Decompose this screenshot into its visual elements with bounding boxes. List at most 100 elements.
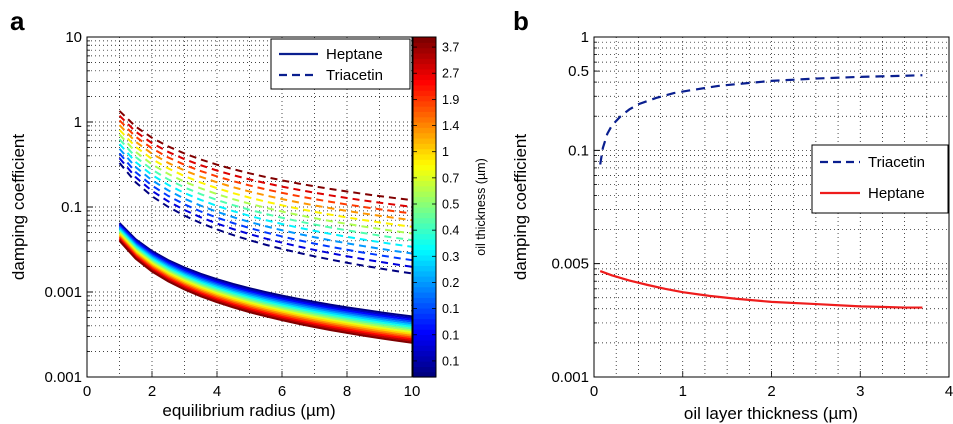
colorbar-strip bbox=[413, 217, 436, 224]
colorbar-tick-label: 1.9 bbox=[442, 93, 459, 107]
heptane-line bbox=[118, 232, 412, 334]
colorbar-tick-label: 1.4 bbox=[442, 119, 459, 133]
heptane-line bbox=[118, 225, 412, 323]
colorbar-strip bbox=[413, 52, 436, 59]
colorbar-strip bbox=[413, 244, 436, 251]
a-y-tick-label: 0.001 bbox=[44, 284, 82, 301]
colorbar-strip bbox=[413, 238, 436, 245]
triacetin-line bbox=[118, 138, 412, 242]
colorbar-strip bbox=[413, 212, 436, 219]
colorbar-strip bbox=[413, 100, 436, 107]
colorbar-strip bbox=[413, 175, 436, 182]
b-x-tick-label: 0 bbox=[590, 383, 598, 400]
colorbar-label: oil thickness (µm) bbox=[474, 158, 488, 256]
colorbar-strip bbox=[413, 350, 436, 357]
colorbar-strip bbox=[413, 297, 436, 304]
triacetin-line bbox=[118, 124, 412, 222]
panel-a: a 0 2 4 6 8 10 0.001 0.001 0.1 1 10 equilibrium ra… bbox=[9, 6, 488, 420]
colorbar-strip bbox=[413, 233, 436, 240]
heptane-line bbox=[118, 222, 412, 318]
colorbar-strip bbox=[413, 270, 436, 277]
b-x-tick-label: 4 bbox=[945, 383, 953, 400]
a-y-tick-label: 0.1 bbox=[61, 199, 82, 216]
legend-a-heptane-label: Heptane bbox=[326, 46, 383, 63]
x-axis-label-b: oil layer thickness (µm) bbox=[684, 404, 858, 423]
heptane-line bbox=[118, 224, 412, 321]
colorbar-strip bbox=[413, 159, 436, 166]
colorbar-strip bbox=[413, 281, 436, 288]
colorbar-strip bbox=[413, 148, 436, 155]
colorbar-tick-label: 0.3 bbox=[442, 250, 459, 264]
colorbar-strip bbox=[413, 143, 436, 150]
colorbar-strip bbox=[413, 37, 436, 43]
colorbar-gradient bbox=[413, 37, 436, 378]
y-axis-label-a: damping coefficient bbox=[9, 134, 28, 280]
triacetin-line bbox=[118, 148, 412, 255]
colorbar-tick-label: 0.7 bbox=[442, 171, 459, 185]
curves-a bbox=[118, 110, 412, 344]
heptane-line bbox=[118, 236, 412, 339]
colorbar-strip bbox=[413, 329, 436, 336]
a-y-tick-label: 0.001 bbox=[44, 369, 82, 386]
colorbar-strip bbox=[413, 228, 436, 235]
colorbar-strip bbox=[413, 116, 436, 123]
heptane-line bbox=[118, 238, 412, 343]
colorbar-strip bbox=[413, 47, 436, 54]
colorbar-strip bbox=[413, 137, 436, 144]
panel-b: b 0 1 2 3 4 0.001 0.005 0.1 0.5 1 oil layer thick… bbox=[511, 6, 953, 423]
colorbar-strip bbox=[413, 132, 436, 139]
triacetin-line bbox=[118, 114, 412, 208]
colorbar-strip bbox=[413, 169, 436, 176]
colorbar-tick-label: 0.5 bbox=[442, 198, 459, 212]
heptane-line bbox=[118, 229, 412, 328]
colorbar-strip bbox=[413, 307, 436, 314]
colorbar-tick-label: 0.1 bbox=[442, 354, 459, 368]
colorbar-ticks: 0.1 0.1 0.1 0.2 0.3 0.4 0.5 0.7 1 1.4 1.9 2.7 3.7 bbox=[413, 41, 459, 368]
heptane-line bbox=[118, 230, 412, 330]
colorbar-strip bbox=[413, 180, 436, 187]
b-y-tick-label: 0.001 bbox=[551, 369, 589, 386]
tick-labels-b: 0 1 2 3 4 0.001 0.005 0.1 0.5 1 bbox=[551, 29, 953, 400]
legend-b-triacetin-label: Triacetin bbox=[868, 154, 925, 171]
triacetin-line bbox=[118, 129, 412, 228]
a-x-tick-label: 2 bbox=[148, 383, 156, 400]
colorbar-strip bbox=[413, 292, 436, 298]
b-y-tick-label: 1 bbox=[581, 29, 589, 46]
colorbar-tick-label: 0.1 bbox=[442, 302, 459, 316]
colorbar-tick-label: 2.7 bbox=[442, 67, 459, 81]
heptane-series-line bbox=[599, 270, 923, 309]
colorbar-strip bbox=[413, 260, 436, 267]
colorbar-strip bbox=[413, 95, 436, 102]
panel-a-letter: a bbox=[10, 6, 25, 36]
legend-b: Triacetin Heptane bbox=[811, 144, 949, 214]
triacetin-line bbox=[118, 162, 412, 275]
colorbar-strip bbox=[413, 63, 436, 70]
a-x-tick-label: 10 bbox=[404, 383, 421, 400]
ticks-a bbox=[86, 36, 413, 378]
a-x-tick-label: 6 bbox=[278, 383, 286, 400]
colorbar-strip bbox=[413, 207, 436, 213]
triacetin-line bbox=[118, 143, 412, 248]
colorbar-strip bbox=[413, 196, 436, 203]
a-y-tick-label: 1 bbox=[74, 114, 82, 131]
heptane-line bbox=[118, 235, 412, 337]
heptane-line bbox=[118, 234, 412, 336]
legend-a: Heptane Triacetin bbox=[270, 38, 411, 90]
colorbar-strip bbox=[413, 68, 436, 75]
a-x-tick-label: 8 bbox=[343, 383, 351, 400]
grid-b bbox=[594, 37, 949, 377]
colorbar-strip bbox=[413, 111, 436, 118]
colorbar-strip bbox=[413, 276, 436, 282]
heptane-line bbox=[118, 240, 412, 344]
curves-b bbox=[599, 74, 923, 309]
grid-a bbox=[87, 37, 412, 377]
colorbar-strip bbox=[413, 302, 436, 309]
a-y-tick-label: 10 bbox=[65, 29, 82, 46]
colorbar-strip bbox=[413, 361, 436, 367]
colorbar-strip bbox=[413, 355, 436, 362]
ticks-b bbox=[593, 36, 950, 378]
heptane-line bbox=[118, 223, 412, 320]
triacetin-line bbox=[118, 152, 412, 262]
legend-a-box bbox=[270, 38, 411, 90]
colorbar-strip bbox=[413, 265, 436, 272]
